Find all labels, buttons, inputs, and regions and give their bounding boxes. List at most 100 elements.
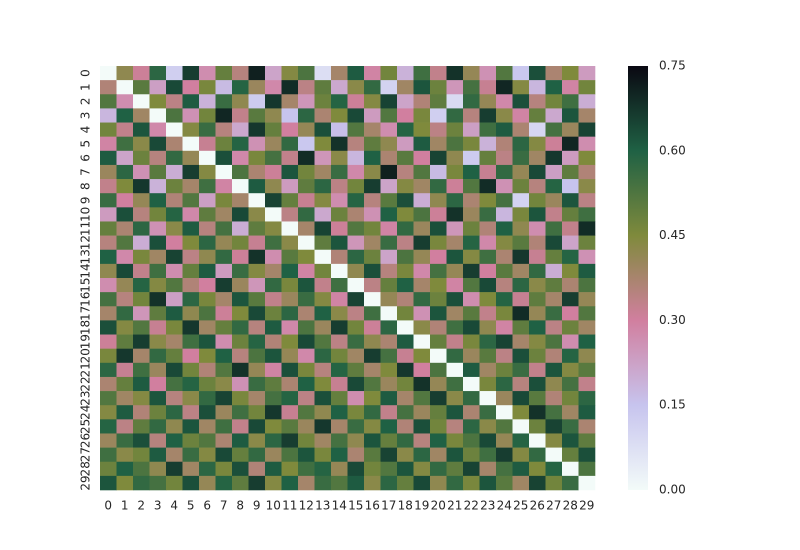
heatmap-cell	[331, 306, 348, 321]
heatmap-cell	[397, 66, 414, 81]
heatmap-cell	[347, 179, 365, 194]
heatmap-cell	[364, 179, 381, 194]
heatmap-cell	[512, 278, 530, 293]
heatmap-cell	[265, 278, 282, 293]
x-tick-label: 26	[530, 499, 545, 513]
heatmap-cell	[364, 320, 381, 335]
heatmap-cell	[199, 292, 216, 307]
heatmap-cell	[529, 475, 546, 491]
heatmap-cell	[149, 405, 167, 420]
heatmap-cell	[248, 221, 266, 236]
heatmap-cell	[364, 334, 381, 349]
heatmap-cell	[265, 376, 282, 392]
heatmap-cell	[182, 249, 200, 265]
heatmap-cell	[578, 207, 596, 222]
x-tick-label: 3	[154, 499, 162, 513]
heatmap-cell	[496, 263, 513, 279]
heatmap-cell	[298, 80, 315, 95]
heatmap-cell	[512, 207, 530, 222]
heatmap-cell	[512, 348, 530, 364]
heatmap-cell	[430, 122, 447, 137]
heatmap-cell	[380, 348, 398, 364]
y-tick-label: 28	[79, 461, 93, 476]
heatmap-cell	[100, 66, 117, 81]
heatmap-cell	[133, 320, 150, 335]
heatmap-cell	[265, 249, 282, 265]
heatmap-cell	[265, 193, 282, 208]
heatmap-cell	[133, 306, 150, 321]
heatmap-cell	[133, 207, 150, 222]
heatmap-cell	[463, 391, 480, 406]
heatmap-cell	[413, 150, 431, 166]
heatmap-cell	[413, 278, 431, 293]
heatmap-cell	[496, 80, 513, 95]
heatmap-cell	[331, 66, 348, 81]
heatmap-cell	[463, 136, 480, 152]
heatmap-cell	[298, 150, 315, 166]
heatmap-cell	[446, 306, 464, 321]
heatmap-cell	[347, 447, 365, 463]
x-tick-label: 24	[497, 499, 512, 513]
heatmap-cell	[166, 348, 183, 364]
heatmap-cell	[100, 376, 117, 392]
heatmap-cell	[100, 263, 117, 279]
heatmap-cell	[413, 391, 431, 406]
heatmap-cell	[397, 475, 414, 491]
heatmap-cell	[298, 108, 315, 123]
heatmap-cell	[314, 193, 332, 208]
heatmap-cell	[331, 334, 348, 349]
heatmap-cell	[166, 94, 183, 109]
heatmap-cell	[248, 235, 266, 251]
heatmap-cell	[430, 320, 447, 335]
heatmap-cell	[446, 433, 464, 448]
x-tick-label: 5	[187, 499, 195, 513]
heatmap-cell	[380, 164, 398, 180]
heatmap-cell	[512, 447, 530, 463]
heatmap-cell	[463, 193, 480, 208]
heatmap-cell	[578, 221, 596, 236]
heatmap-cell	[232, 108, 249, 123]
heatmap-cell	[199, 122, 216, 137]
heatmap-cell	[430, 179, 447, 194]
heatmap-cell	[149, 348, 167, 364]
heatmap-cell	[380, 150, 398, 166]
heatmap-cell	[298, 164, 315, 180]
heatmap-cell	[430, 193, 447, 208]
heatmap-cell	[578, 334, 596, 349]
heatmap-cell	[182, 122, 200, 137]
heatmap-cell	[331, 263, 348, 279]
heatmap-cell	[380, 334, 398, 349]
heatmap-cell	[232, 66, 249, 81]
heatmap-cell	[331, 108, 348, 123]
heatmap-cell	[364, 376, 381, 392]
heatmap-cell	[265, 419, 282, 434]
heatmap-cell	[380, 193, 398, 208]
heatmap-cell	[463, 306, 480, 321]
heatmap-cell	[265, 235, 282, 251]
heatmap-cell	[314, 108, 332, 123]
heatmap-cell	[479, 461, 497, 477]
heatmap-cell	[166, 391, 183, 406]
heatmap-cell	[380, 419, 398, 434]
x-tick-label: 22	[464, 499, 479, 513]
heatmap-cell	[149, 150, 167, 166]
heatmap-cell	[413, 461, 431, 477]
heatmap-cell	[380, 108, 398, 123]
heatmap-cell	[215, 207, 233, 222]
heatmap-cell	[446, 249, 464, 265]
heatmap-cell	[578, 108, 596, 123]
heatmap-cell	[116, 461, 134, 477]
heatmap-cell	[265, 447, 282, 463]
heatmap-cell	[364, 108, 381, 123]
heatmap-cell	[149, 66, 167, 81]
heatmap-cell	[182, 179, 200, 194]
y-tick-label: 3	[79, 112, 93, 120]
heatmap-cell	[512, 391, 530, 406]
heatmap-cell	[347, 94, 365, 109]
heatmap-cell	[496, 108, 513, 123]
heatmap-cell	[166, 193, 183, 208]
heatmap-cell	[397, 94, 414, 109]
heatmap-cell	[446, 164, 464, 180]
heatmap-cell	[116, 419, 134, 434]
heatmap-cell	[479, 249, 497, 265]
